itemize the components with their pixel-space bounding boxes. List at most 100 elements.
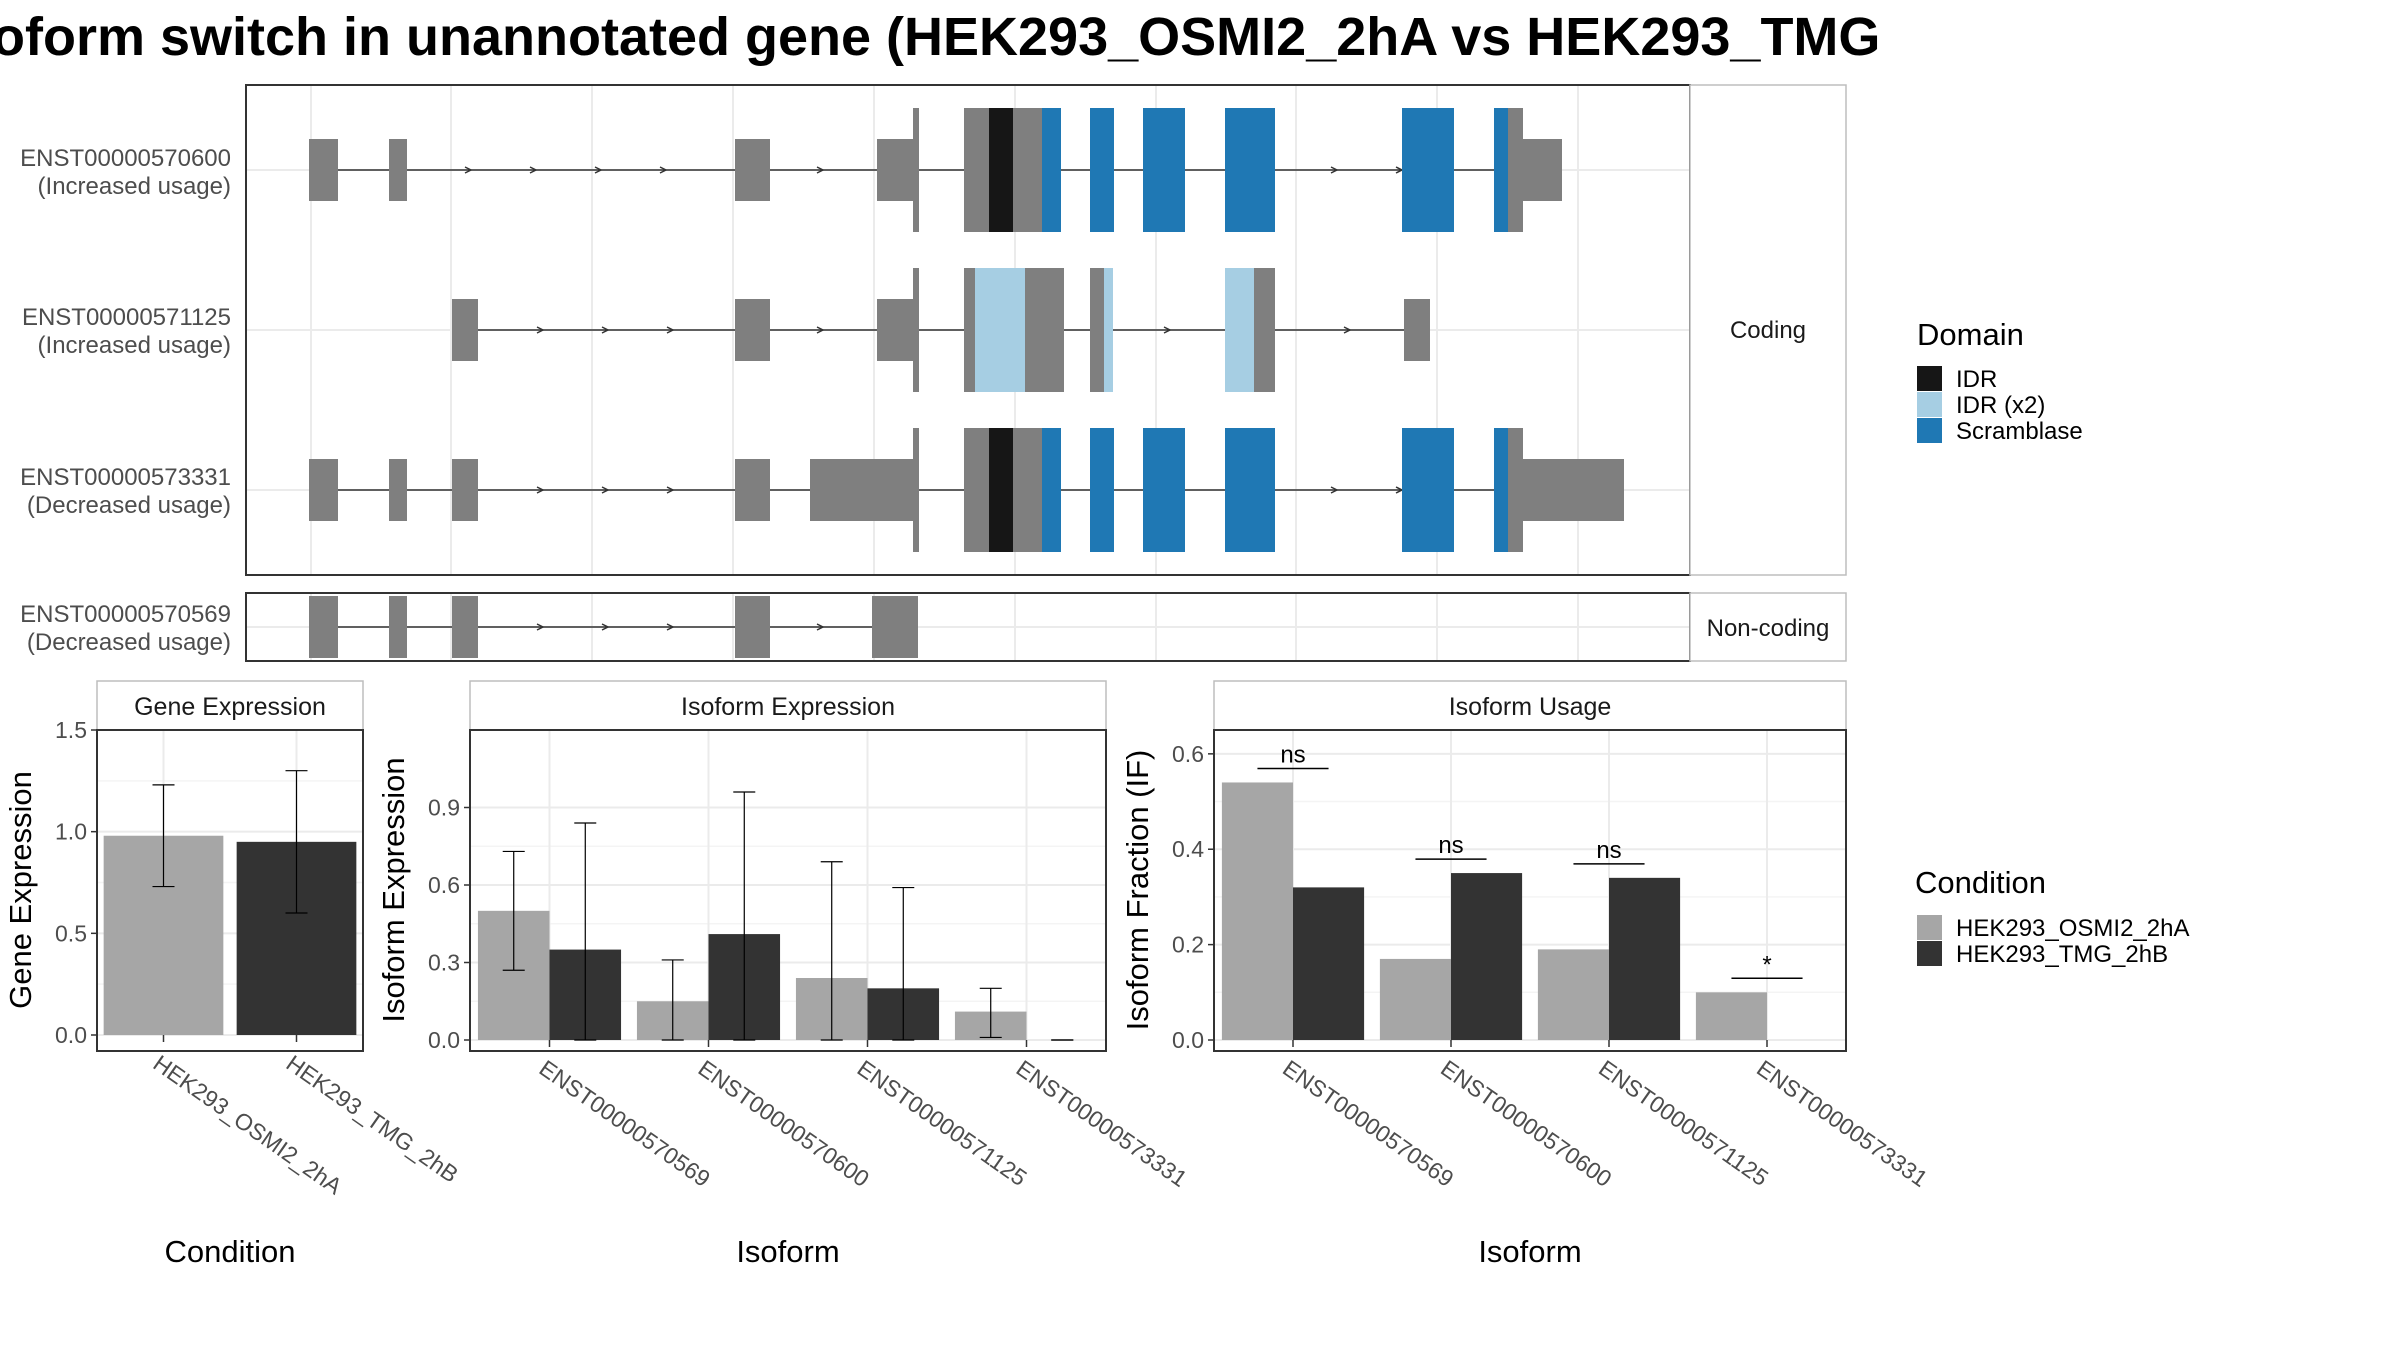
x-tick-label: ENST00000570569: [535, 1055, 715, 1192]
isoform-usage-frame: [1213, 729, 1847, 1052]
significance-label: ns: [1596, 837, 1621, 864]
legend-label-scramblase: Scramblase: [1956, 418, 2083, 445]
domain-legend: Domain IDR IDR (x2) Scramblase: [1917, 317, 2083, 445]
legend-swatch-cond-a: [1917, 915, 1942, 940]
figure-title: oform switch in unannotated gene (HEK293…: [0, 7, 1880, 67]
exon-segment: [1523, 139, 1562, 201]
bar: [1451, 873, 1523, 1040]
exon-segment: [1508, 108, 1523, 232]
strand-arrow: [536, 623, 545, 631]
strand-arrow: [594, 166, 603, 174]
idr-x2-domain-segment: [975, 268, 1025, 392]
strand-arrow: [666, 486, 675, 494]
scramblase-domain-segment: [1402, 108, 1454, 232]
idr-x2-domain-segment: [1225, 268, 1254, 392]
bar: [1609, 877, 1681, 1040]
exon-segment: [877, 139, 918, 201]
coding-strip-label: Coding: [1730, 317, 1806, 344]
scramblase-domain-segment: [1143, 428, 1185, 552]
exon-segment: [877, 299, 918, 361]
isoform-expression-title: Isoform Expression: [681, 693, 895, 721]
exon-segment: [1404, 299, 1430, 361]
y-tick-label: 0.2: [1172, 932, 1204, 958]
strand-arrow: [1330, 486, 1339, 494]
isoform-label-573331: ENST00000573331: [20, 464, 231, 491]
x-tick-label: ENST00000573331: [1012, 1055, 1192, 1192]
exon-segment: [964, 268, 975, 392]
exon-segment: [389, 596, 407, 658]
bar: [1695, 992, 1767, 1040]
legend-label-cond-a: HEK293_OSMI2_2hA: [1956, 915, 2189, 942]
gene-structure-panel: Coding Non-coding ENST00000570600 (Incre…: [20, 84, 1847, 662]
y-tick-label: 0.0: [428, 1027, 460, 1053]
strand-arrow: [659, 166, 668, 174]
y-tick-label: 1.5: [55, 717, 87, 743]
gene-expression-strip: [96, 680, 364, 731]
isoform-expression-strip: [469, 680, 1107, 731]
significance-label: ns: [1438, 832, 1463, 859]
exon-segment: [1254, 268, 1275, 392]
exon-segment: [1013, 108, 1042, 232]
strand-arrow: [601, 623, 610, 631]
legend-swatch-cond-b: [1917, 941, 1942, 966]
idr-domain-segment: [989, 108, 1013, 232]
isoform-usage-xlabel: Isoform: [1478, 1234, 1581, 1269]
legend-swatch-scramblase: [1917, 418, 1942, 443]
y-tick-label: 0.6: [1172, 741, 1204, 767]
exon-segment: [452, 299, 478, 361]
exon-segment: [735, 299, 770, 361]
isoform-note-570600: (Increased usage): [38, 173, 231, 200]
exon-segment: [872, 596, 918, 658]
exon-segment: [735, 139, 770, 201]
noncoding-strip: [1689, 592, 1847, 662]
scramblase-domain-segment: [1494, 428, 1508, 552]
exon-segment: [913, 108, 919, 232]
bar: [1221, 782, 1293, 1040]
exon-segment: [309, 139, 338, 201]
strand-arrow: [816, 326, 825, 334]
strand-arrow: [816, 166, 825, 174]
strand-arrow: [464, 166, 473, 174]
exon-segment: [452, 596, 478, 658]
scramblase-domain-segment: [1225, 428, 1275, 552]
gene-expression-xlabel: Condition: [165, 1234, 296, 1269]
scramblase-domain-segment: [1143, 108, 1185, 232]
isoform-label-570569: ENST00000570569: [20, 601, 231, 628]
x-tick-label: ENST00000570600: [694, 1055, 874, 1192]
strand-arrow: [536, 326, 545, 334]
noncoding-strip-label: Non-coding: [1707, 615, 1830, 642]
exon-segment: [1090, 268, 1104, 392]
significance-label: ns: [1280, 741, 1305, 768]
exon-segment: [309, 596, 338, 658]
legend-label-cond-b: HEK293_TMG_2hB: [1956, 941, 2168, 968]
exon-segment: [735, 596, 770, 658]
y-tick-label: 0.0: [1172, 1027, 1204, 1053]
y-tick-label: 0.3: [428, 950, 460, 976]
exon-segment: [913, 428, 919, 552]
scramblase-domain-segment: [1225, 108, 1275, 232]
significance-label: *: [1762, 951, 1771, 978]
y-tick-label: 0.4: [1172, 836, 1204, 862]
domain-legend-title: Domain: [1917, 317, 2024, 352]
strand-arrow: [536, 486, 545, 494]
gene-expression-frame: [96, 729, 364, 1052]
scramblase-domain-segment: [1090, 428, 1114, 552]
exon-segment: [452, 459, 478, 521]
isoform-note-571125: (Increased usage): [38, 332, 231, 359]
strand-arrow: [666, 326, 675, 334]
isoform-expression-xlabel: Isoform: [736, 1234, 839, 1269]
legend-swatch-idr-x2: [1917, 392, 1942, 417]
legend-swatch-idr: [1917, 366, 1942, 391]
exon-segment: [309, 459, 338, 521]
x-tick-label: ENST00000571125: [853, 1055, 1032, 1191]
isoform-usage-strip: [1213, 680, 1847, 731]
strand-arrow: [601, 326, 610, 334]
bar: [1537, 949, 1609, 1040]
legend-label-idr-x2: IDR (x2): [1956, 392, 2045, 419]
exon-segment: [1508, 428, 1523, 552]
isoform-label-570600: ENST00000570600: [20, 145, 231, 172]
condition-legend: Condition HEK293_OSMI2_2hA HEK293_TMG_2h…: [1915, 865, 2189, 968]
isoform-usage-panel: Isoform Usage 0.0 0.2 0.4 0.6 ENST0000057056…: [1120, 680, 1933, 1269]
isoform-expression-frame: [469, 729, 1107, 1052]
